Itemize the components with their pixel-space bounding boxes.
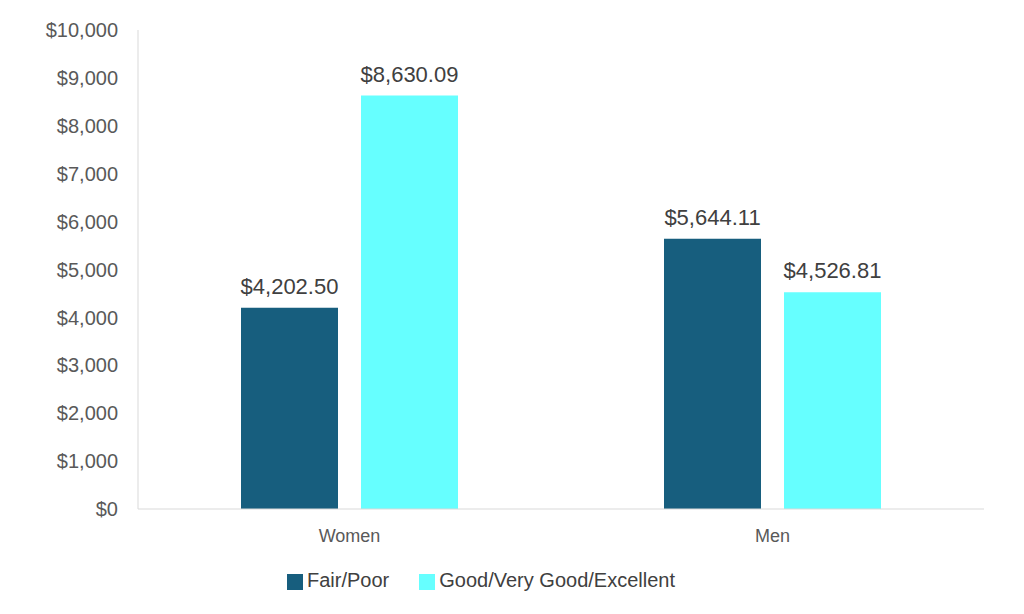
svg-text:$4,000: $4,000 [57,307,118,329]
html-text:Good/Very Good/Excellent: Good/Very Good/Excellent [439,569,675,591]
svg-text:$7,000: $7,000 [57,163,118,185]
svg-text:$6,000: $6,000 [57,211,118,233]
svg-text:$10,000: $10,000 [46,19,118,41]
svg-text:$2,000: $2,000 [57,402,118,424]
svg-text:$0: $0 [96,498,118,520]
svg-text:$1,000: $1,000 [57,450,118,472]
svg-text:$8,630.09: $8,630.09 [361,62,459,87]
svg-text:Women: Women [319,526,381,546]
svg-text:$5,644.11: $5,644.11 [664,205,760,230]
svg-text:$3,000: $3,000 [57,354,118,376]
svg-text:$4,526.81: $4,526.81 [784,258,882,283]
html-text:Fair/Poor: Fair/Poor [307,569,390,591]
svg-text:$4,202.50: $4,202.50 [241,274,339,299]
svg-text:$8,000: $8,000 [57,115,118,137]
svg-text:$5,000: $5,000 [57,259,118,281]
svg-text:Men: Men [755,526,790,546]
svg-text:$9,000: $9,000 [57,67,118,89]
